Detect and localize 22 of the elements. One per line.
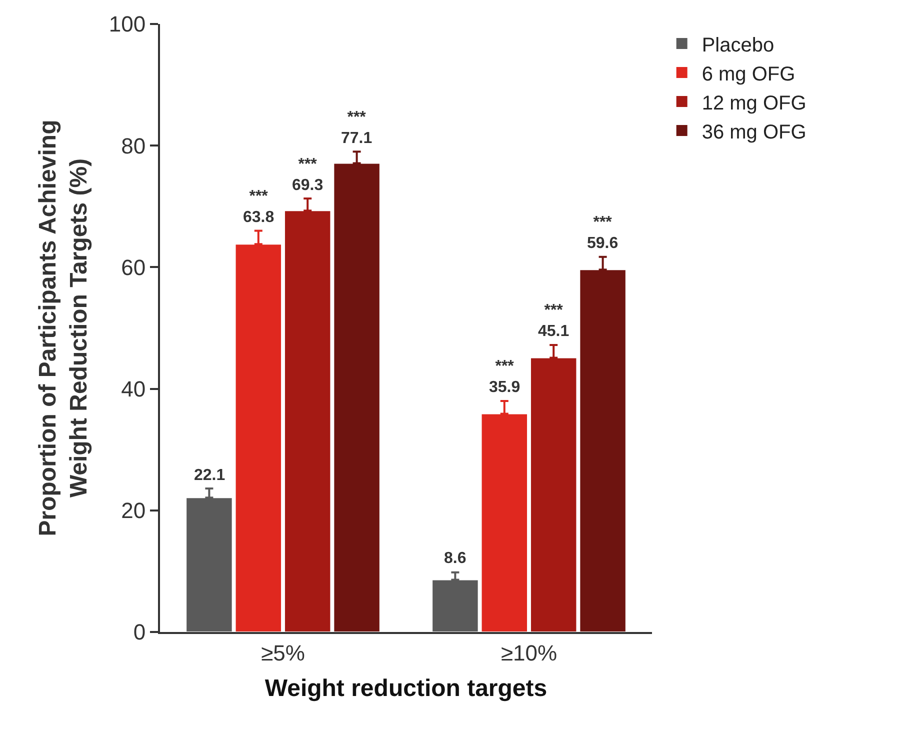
data-label: *** 59.6 bbox=[587, 214, 618, 252]
legend-label: 6 mg OFG bbox=[702, 63, 796, 86]
y-tick-label: 20 bbox=[121, 498, 146, 524]
data-label: *** 77.1 bbox=[341, 109, 372, 147]
y-axis-title: Proportion of Participants Achieving Weight Reduction Targets (%) bbox=[34, 120, 92, 536]
data-label: *** 45.1 bbox=[538, 302, 570, 340]
legend-label: 36 mg OFG bbox=[702, 121, 806, 144]
y-tick-label: 80 bbox=[121, 133, 146, 158]
data-label: 22.1 bbox=[194, 467, 226, 484]
y-tick-label: 60 bbox=[121, 254, 146, 280]
data-label: *** 35.9 bbox=[489, 358, 520, 396]
y-tick-label: 40 bbox=[121, 376, 146, 402]
data-label: *** 69.3 bbox=[292, 156, 324, 194]
y-tick-label: 100 bbox=[108, 12, 146, 37]
legend-label: 12 mg OFG bbox=[702, 92, 806, 114]
x-tick-label: ≥5% bbox=[261, 640, 305, 666]
y-tick-label: 0 bbox=[133, 620, 146, 645]
x-tick-label: ≥10% bbox=[500, 640, 558, 666]
legend-label: Placebo bbox=[702, 34, 774, 56]
data-label: 8.6 bbox=[444, 550, 466, 567]
data-label: *** 63.8 bbox=[243, 188, 274, 226]
x-axis-title: Weight reduction targets bbox=[264, 675, 548, 702]
